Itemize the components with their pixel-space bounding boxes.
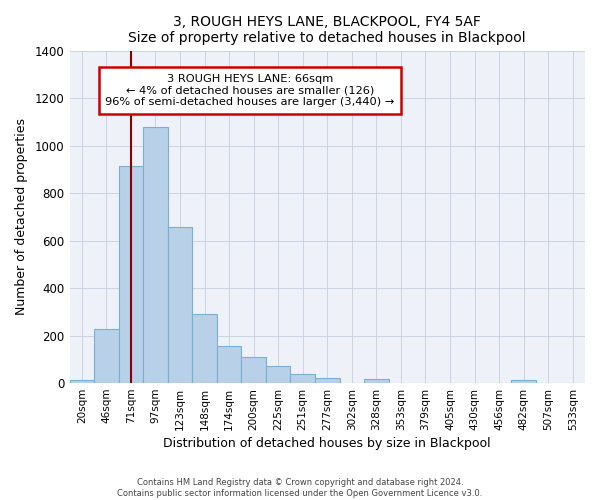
Bar (290, 374, 315, 383)
Y-axis label: Number of detached properties: Number of detached properties (15, 118, 28, 316)
Bar (70, 380, 94, 383)
Bar (192, 314, 217, 383)
Bar (168, 228, 192, 383)
X-axis label: Distribution of detached houses by size in Blackpool: Distribution of detached houses by size … (163, 437, 491, 450)
Text: 3 ROUGH HEYS LANE: 66sqm
← 4% of detached houses are smaller (126)
96% of semi-d: 3 ROUGH HEYS LANE: 66sqm ← 4% of detache… (106, 74, 395, 107)
Bar (217, 346, 241, 383)
Text: Contains HM Land Registry data © Crown copyright and database right 2024.
Contai: Contains HM Land Registry data © Crown c… (118, 478, 482, 498)
Bar (143, 126, 168, 383)
Title: 3, ROUGH HEYS LANE, BLACKPOOL, FY4 5AF
Size of property relative to detached hou: 3, ROUGH HEYS LANE, BLACKPOOL, FY4 5AF S… (128, 15, 526, 45)
Bar (119, 166, 143, 383)
Bar (94, 329, 119, 383)
Bar (266, 366, 290, 383)
Bar (511, 380, 536, 383)
Bar (315, 378, 340, 383)
Bar (241, 358, 266, 383)
Bar (364, 379, 389, 383)
